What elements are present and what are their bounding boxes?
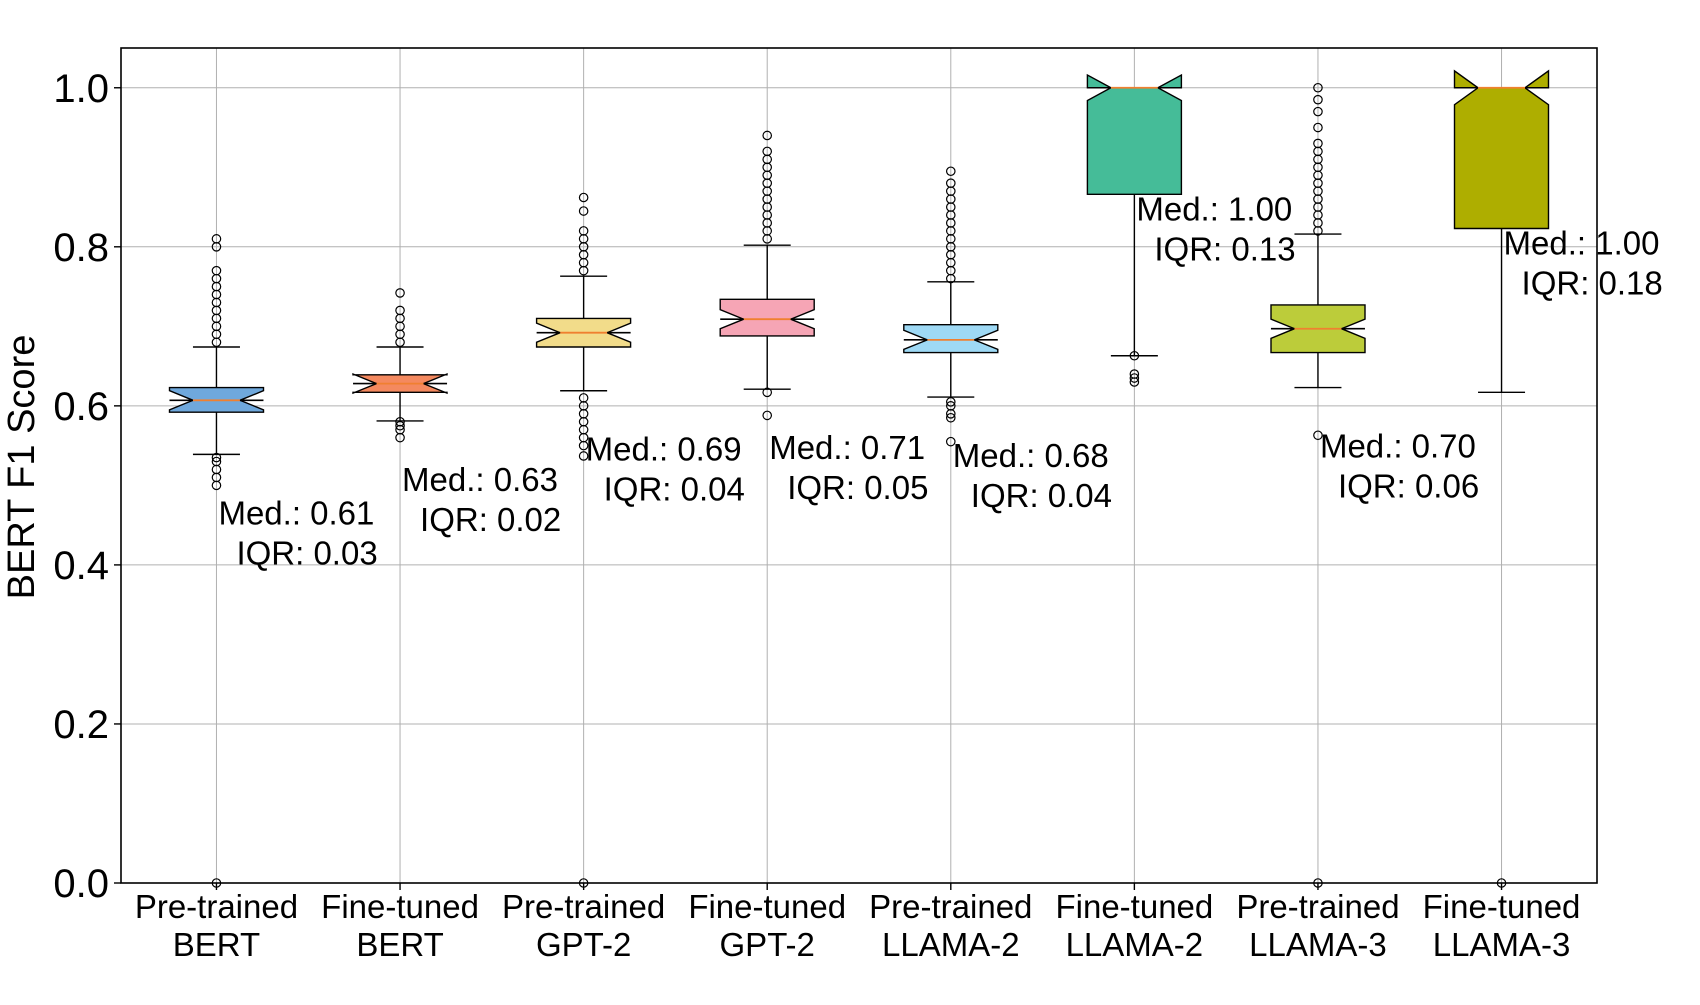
- outlier-point: [395, 288, 405, 298]
- iqr-box: [1453, 69, 1550, 230]
- outlier-point: [1313, 430, 1323, 441]
- annotation-median: Med.: 1.00: [1504, 225, 1660, 262]
- outlier-point: [1313, 138, 1323, 149]
- outlier-point: [945, 166, 956, 177]
- iqr-box: [903, 324, 999, 354]
- annotation-median: Med.: 0.71: [769, 429, 925, 466]
- annotation-iqr: IQR: 0.03: [236, 534, 377, 571]
- plot-frame: [120, 47, 1598, 884]
- x-tick-label-line2: BERT: [356, 926, 443, 963]
- annotation-median: Med.: 0.61: [218, 494, 374, 531]
- box-0: [168, 234, 265, 888]
- y-tick-label: 0.6: [53, 385, 109, 429]
- x-tick-label-line1: Pre-trained: [869, 888, 1032, 925]
- x-tick-label-line1: Pre-trained: [135, 888, 298, 925]
- outlier-point: [578, 192, 589, 203]
- x-tick-label-line2: BERT: [173, 926, 260, 963]
- outlier-point: [395, 416, 405, 427]
- x-tick-label-line1: Fine-tuned: [1055, 888, 1213, 925]
- iqr-box: [1086, 73, 1183, 196]
- annotation-iqr: IQR: 0.02: [420, 501, 561, 538]
- outlier-point: [211, 265, 222, 276]
- outlier-point: [1313, 106, 1323, 117]
- x-tick-label-line2: LLAMA-2: [882, 926, 1020, 963]
- outlier-point: [945, 397, 956, 407]
- outlier-point: [1313, 122, 1323, 133]
- box-4: [903, 166, 999, 447]
- x-tick-label-line1: Pre-trained: [1236, 888, 1399, 925]
- y-tick-label: 0.4: [53, 544, 109, 588]
- outlier-point: [211, 456, 222, 467]
- y-tick-label: 0.8: [53, 226, 109, 270]
- annotation-iqr: IQR: 0.04: [971, 477, 1112, 514]
- iqr-box: [719, 298, 815, 337]
- outlier-point: [1129, 373, 1140, 383]
- outlier-point: [945, 178, 956, 188]
- outlier-point: [762, 130, 773, 141]
- outlier-point: [395, 305, 405, 316]
- x-tick-label-line1: Fine-tuned: [1423, 888, 1581, 925]
- annotation-median: Med.: 1.00: [1136, 190, 1292, 227]
- outlier-point: [945, 412, 956, 423]
- annotation-iqr: IQR: 0.05: [787, 469, 928, 506]
- axis-ticks: 0.00.20.40.60.81.0Pre-trainedBERTFine-tu…: [53, 67, 1580, 963]
- x-tick-label-line2: LLAMA-3: [1249, 926, 1387, 963]
- outlier-point: [762, 146, 773, 157]
- annotation-median: Med.: 0.63: [402, 461, 558, 498]
- outlier-point: [395, 420, 405, 431]
- box-5: [1086, 73, 1183, 387]
- outlier-point: [211, 234, 222, 244]
- outlier-point: [762, 410, 773, 421]
- box-1: [352, 288, 448, 443]
- outlier-point: [578, 393, 589, 403]
- outlier-point: [1313, 82, 1323, 93]
- annotation-iqr: IQR: 0.18: [1522, 265, 1663, 302]
- outlier-point: [578, 226, 589, 236]
- annotation-iqr: IQR: 0.06: [1338, 468, 1479, 505]
- x-tick-label-line2: LLAMA-2: [1066, 926, 1204, 963]
- y-tick-label: 1.0: [53, 67, 109, 111]
- outlier-point: [578, 206, 589, 216]
- y-tick-label: 0.0: [53, 862, 109, 906]
- x-tick-label-line1: Pre-trained: [502, 888, 665, 925]
- outlier-point: [945, 401, 956, 411]
- x-tick-label-line2: GPT-2: [720, 926, 815, 963]
- annotation-iqr: IQR: 0.13: [1154, 230, 1295, 267]
- outlier-point: [1129, 350, 1140, 361]
- outlier-point: [945, 436, 956, 447]
- annotation-iqr: IQR: 0.04: [604, 471, 745, 508]
- annotation-median: Med.: 0.68: [953, 437, 1109, 474]
- x-tick-label-line1: Fine-tuned: [688, 888, 846, 925]
- outlier-point: [1129, 377, 1140, 387]
- x-tick-label-line1: Fine-tuned: [321, 888, 479, 925]
- box-3: [719, 130, 815, 421]
- annotation-median: Med.: 0.69: [586, 431, 742, 468]
- outlier-point: [211, 452, 222, 463]
- box-6: [1270, 82, 1366, 888]
- outlier-point: [762, 387, 773, 398]
- outlier-point: [1313, 94, 1323, 105]
- box-2: [535, 192, 632, 888]
- boxes-layer: [168, 69, 1550, 888]
- x-tick-label-line2: GPT-2: [536, 926, 631, 963]
- y-tick-label: 0.2: [53, 703, 109, 747]
- annotation-median: Med.: 0.70: [1320, 428, 1476, 465]
- y-axis-label: BERT F1 Score: [1, 335, 43, 600]
- x-tick-label-line2: LLAMA-3: [1433, 926, 1571, 963]
- outlier-point: [578, 451, 589, 461]
